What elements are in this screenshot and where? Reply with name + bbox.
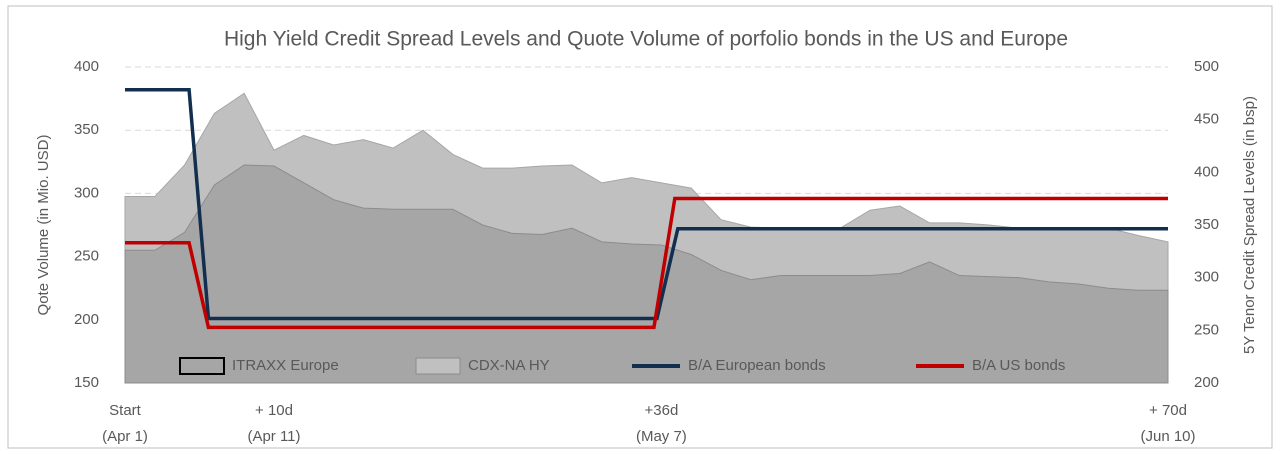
y2-tick-label: 300 [1194, 269, 1219, 286]
y-tick-label: 300 [74, 184, 99, 201]
x-tick-sublabel: (May 7) [636, 428, 687, 445]
y2-tick-label: 500 [1194, 58, 1219, 75]
legend-label: ITRAXX Europe [232, 357, 339, 374]
legend-label: B/A European bonds [688, 357, 826, 374]
y2-tick-label: 450 [1194, 111, 1219, 128]
x-tick-sublabel: (Jun 10) [1140, 428, 1195, 445]
line [125, 196, 1168, 330]
y2-tick-label: 200 [1194, 374, 1219, 391]
y-axis-title: Qote Volume (in Mio. USD) [35, 135, 52, 316]
legend-label: B/A US bonds [972, 357, 1065, 374]
chart-frame [7, 5, 1273, 449]
x-tick-sublabel: (Apr 11) [247, 428, 300, 445]
line [125, 88, 1168, 321]
y2-axis-title: 5Y Tenor Credit Spread Levels (in bsp) [1241, 96, 1258, 354]
legend-swatch [415, 357, 461, 375]
y-tick-label: 250 [74, 248, 99, 265]
y-tick-label: 150 [74, 374, 99, 391]
legend: ITRAXX Europe CDX-NA HY B/A European bonds… [179, 357, 1065, 375]
x-tick-label: Start [109, 402, 142, 419]
x-tick-label: + 70d [1149, 402, 1187, 419]
legend-label: CDX-NA HY [468, 357, 550, 374]
y2-tick-label: 400 [1194, 163, 1219, 180]
y-tick-label: 350 [74, 121, 99, 138]
y2-tick-label: 250 [1194, 321, 1219, 338]
legend-swatch [179, 357, 225, 375]
x-tick-label: + 10d [255, 402, 293, 419]
x-tick-label: +36d [645, 402, 679, 419]
y2-tick-label: 350 [1194, 216, 1219, 233]
x-tick-sublabel: (Apr 1) [102, 428, 148, 445]
plot [124, 88, 1169, 384]
chart-title: High Yield Credit Spread Levels and Quot… [224, 28, 1068, 51]
y-tick-label: 200 [74, 311, 99, 328]
y-tick-label: 400 [74, 58, 99, 75]
